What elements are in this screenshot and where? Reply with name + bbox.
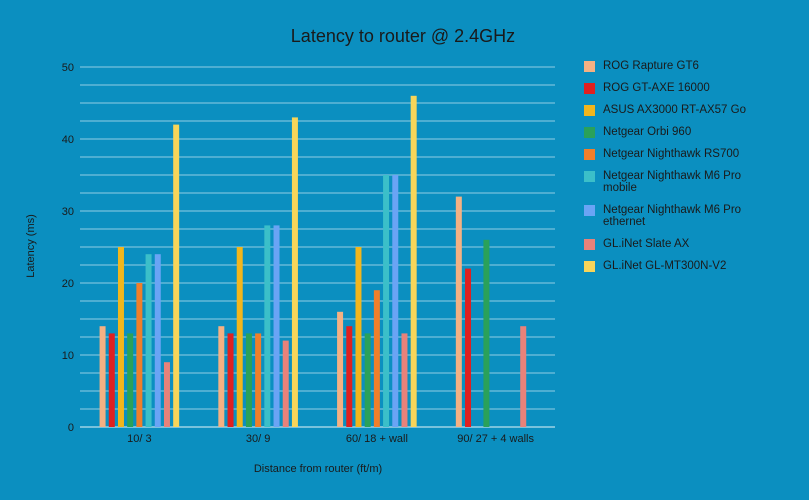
bar (483, 239, 490, 427)
bar (108, 333, 115, 427)
y-tick-label: 50 (62, 62, 74, 74)
bar (264, 225, 271, 427)
bar (364, 333, 371, 427)
bar (227, 333, 234, 427)
bar (145, 254, 152, 427)
legend-label: Netgear Orbi 960 (603, 126, 692, 138)
legend-item: GL.iNet Slate AX (584, 238, 799, 260)
bar (127, 333, 134, 427)
legend-label: Netgear Nighthawk RS700 (603, 148, 740, 160)
legend-item: ASUS AX3000 RT-AX57 Go (584, 104, 799, 126)
bar (383, 175, 390, 427)
y-axis-label: Latency (ms) (25, 214, 37, 278)
y-tick-label: 20 (62, 278, 74, 290)
y-tick-label: 0 (68, 422, 74, 434)
legend-label: ROG GT-AXE 16000 (603, 82, 710, 94)
bar (154, 254, 161, 427)
legend-label: Netgear Nighthawk M6 Pro ethernet (603, 204, 742, 228)
legend-item: Netgear Nighthawk M6 Pro mobile (584, 170, 799, 204)
y-tick-label: 30 (62, 206, 74, 218)
bar (337, 311, 344, 427)
bar (291, 117, 298, 428)
bar (465, 268, 472, 427)
bar (520, 326, 527, 427)
legend-swatch (584, 61, 595, 72)
bar (245, 333, 252, 427)
bar (173, 124, 180, 427)
bar (410, 95, 417, 428)
bar (218, 326, 225, 427)
bar (117, 247, 124, 427)
legend-swatch (584, 105, 595, 116)
legend-label: ROG Rapture GT6 (603, 60, 699, 72)
legend-item: ROG GT-AXE 16000 (584, 82, 799, 104)
bar (455, 196, 462, 427)
legend: ROG Rapture GT6 ROG GT-AXE 16000 ASUS AX30… (584, 60, 799, 282)
gridlines (80, 66, 555, 428)
legend-swatch (584, 149, 595, 160)
legend-item: Netgear Orbi 960 (584, 126, 799, 148)
bar (282, 340, 289, 427)
bar (373, 290, 380, 427)
legend-item: GL.iNet GL-MT300N-V2 (584, 260, 799, 282)
x-tick-label: 10/ 3 (127, 433, 151, 445)
y-tick-label: 40 (62, 134, 74, 146)
bar (136, 283, 143, 427)
bar (401, 333, 408, 427)
legend-swatch (584, 171, 595, 182)
bar (346, 326, 353, 427)
bar (163, 362, 170, 427)
legend-label: GL.iNet Slate AX (603, 238, 690, 250)
legend-item: ROG Rapture GT6 (584, 60, 799, 82)
y-tick-label: 10 (62, 350, 74, 362)
legend-label: GL.iNet GL-MT300N-V2 (603, 260, 727, 272)
bar (99, 326, 106, 427)
bar (355, 247, 362, 427)
bar (236, 247, 243, 427)
legend-swatch (584, 127, 595, 138)
bars (99, 95, 527, 428)
legend-swatch (584, 83, 595, 94)
legend-swatch (584, 239, 595, 250)
legend-swatch (584, 205, 595, 216)
x-tick-label: 90/ 27 + 4 walls (457, 433, 534, 445)
axes: 0 10 20 30 40 50 10/ 3 30/ 9 60/ 18 + wall 90/ 27… (62, 62, 535, 445)
x-tick-label: 30/ 9 (246, 433, 270, 445)
bar (273, 225, 280, 427)
legend-swatch (584, 261, 595, 272)
legend-label: Netgear Nighthawk M6 Pro mobile (603, 170, 742, 194)
bar (392, 175, 399, 427)
legend-label: ASUS AX3000 RT-AX57 Go (603, 104, 746, 116)
x-tick-label: 60/ 18 + wall (346, 433, 408, 445)
x-axis-label: Distance from router (ft/m) (254, 463, 382, 475)
legend-item: Netgear Nighthawk M6 Pro ethernet (584, 204, 799, 238)
bar (255, 333, 262, 427)
legend-item: Netgear Nighthawk RS700 (584, 148, 799, 170)
chart-title: Latency to router @ 2.4GHz (291, 26, 515, 46)
